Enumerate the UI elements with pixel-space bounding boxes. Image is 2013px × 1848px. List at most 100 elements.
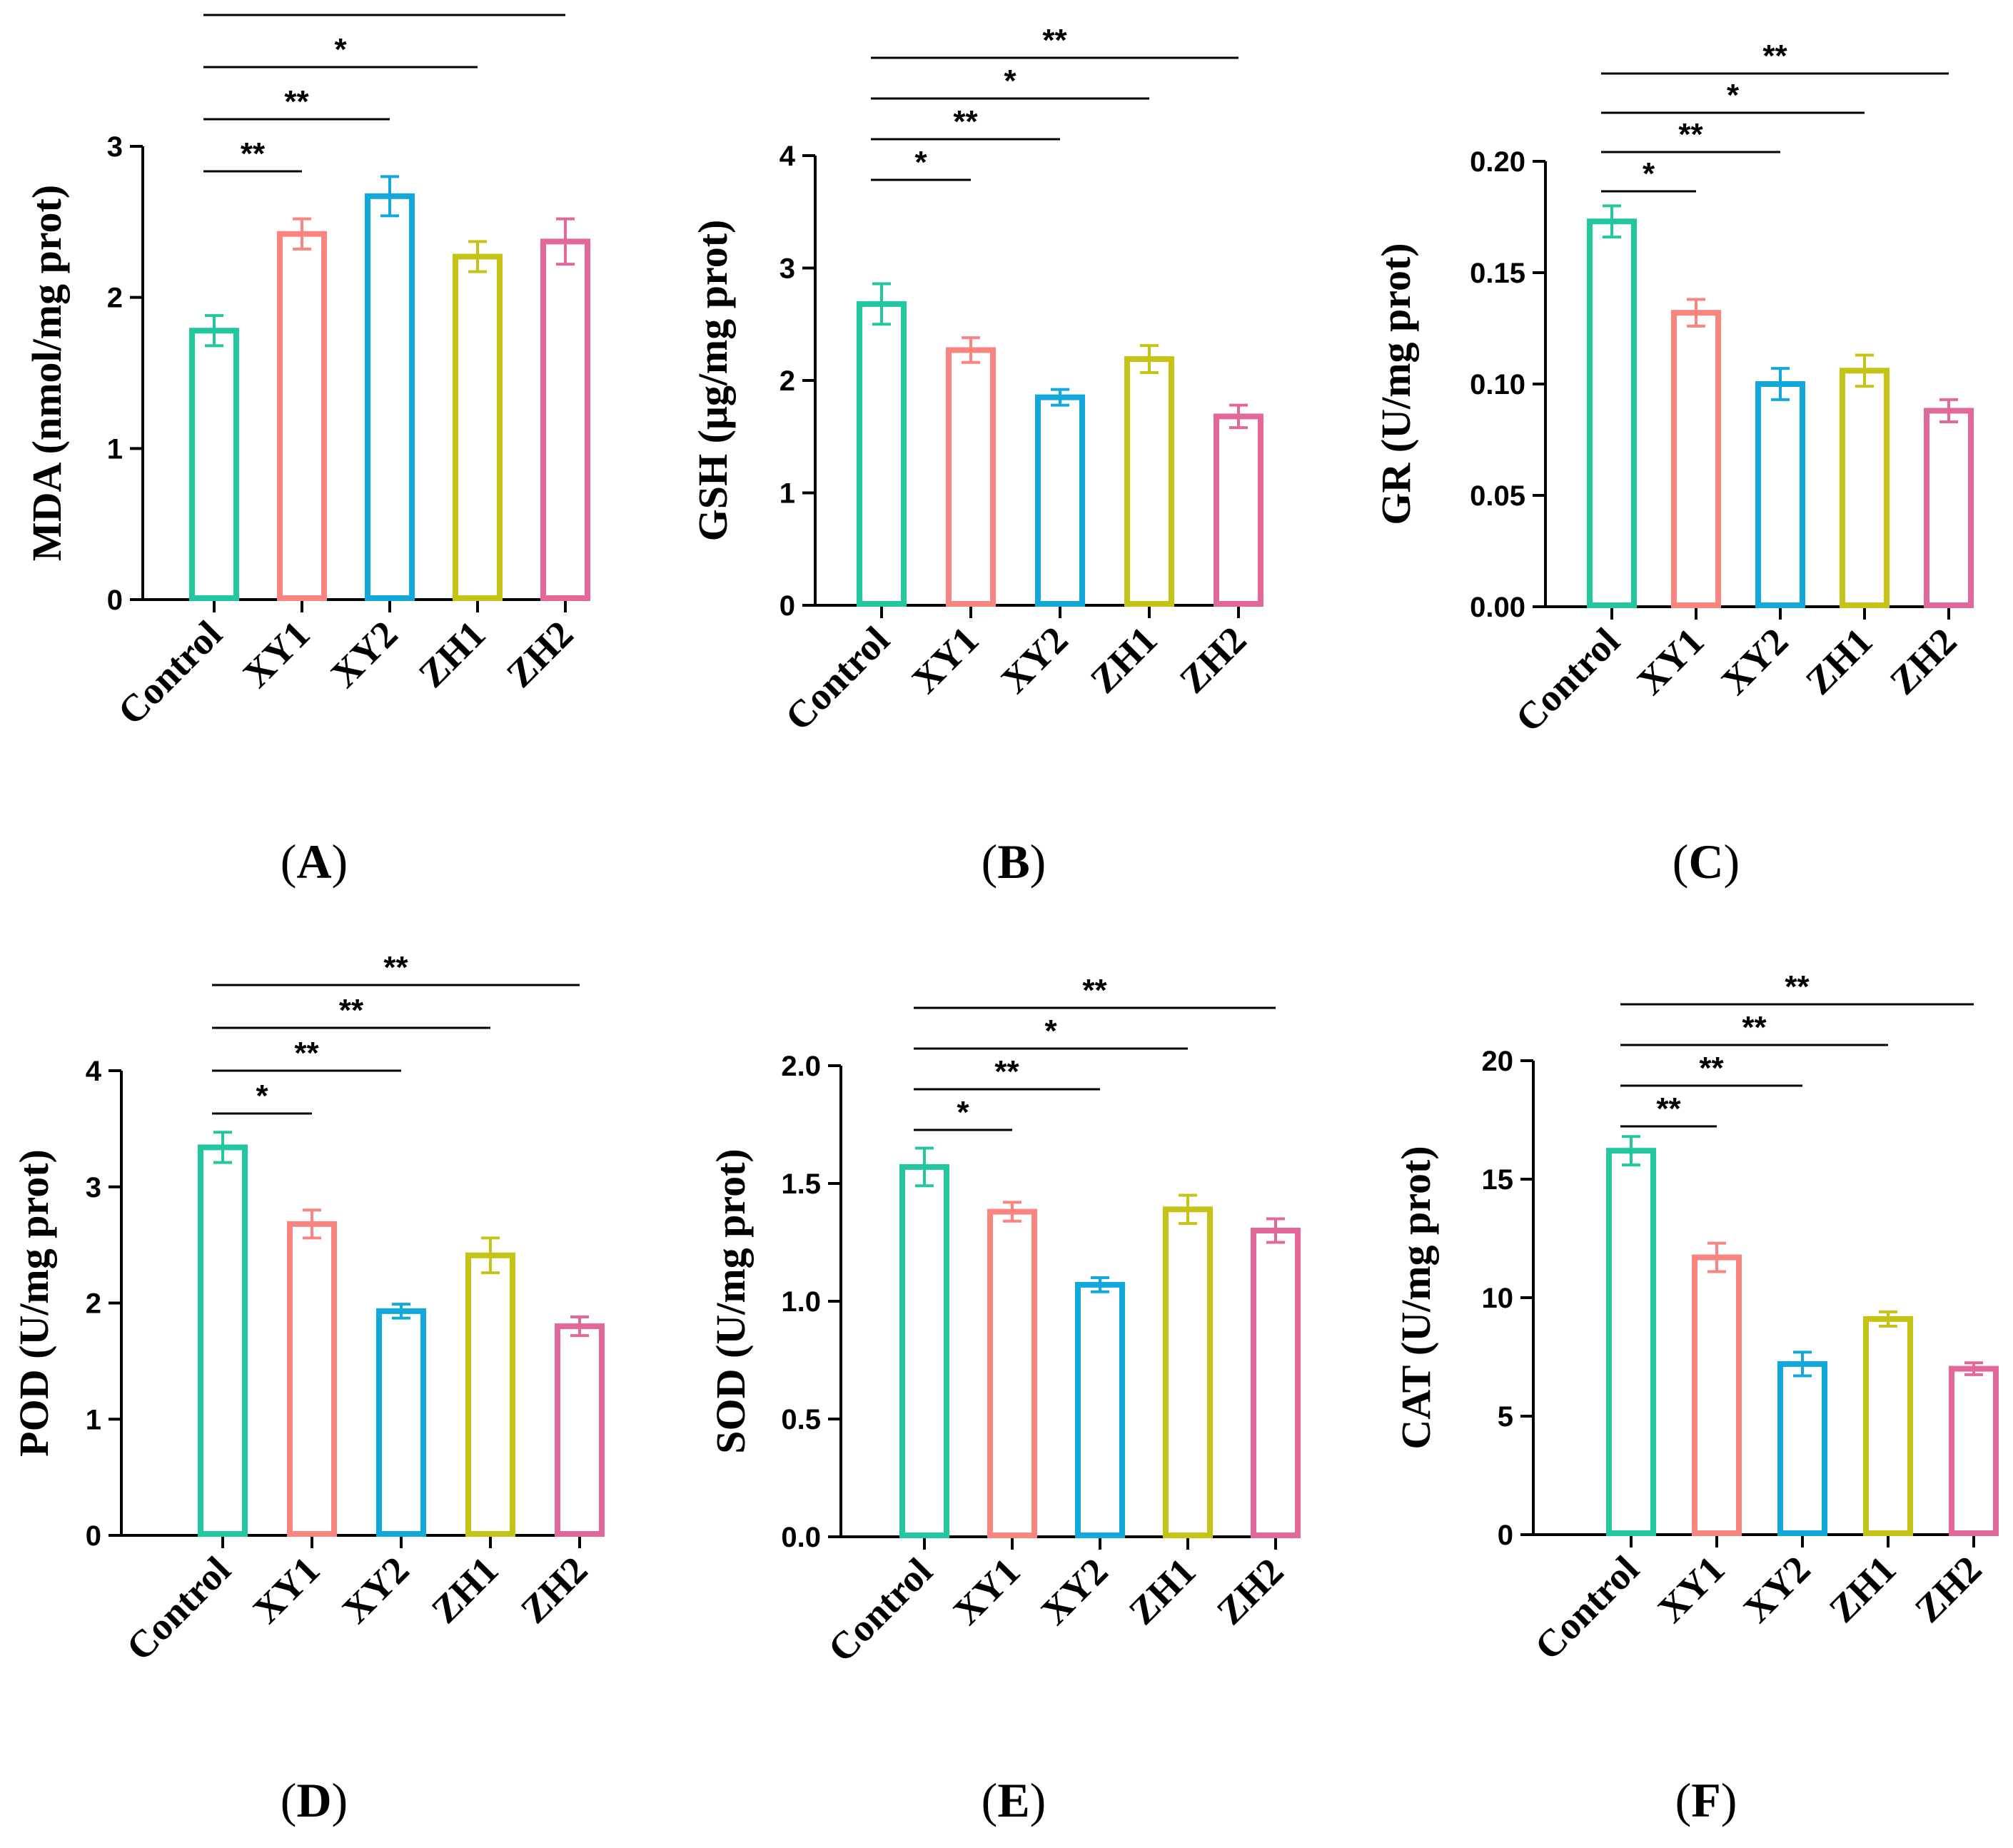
bar-zh2: [1251, 1228, 1301, 1538]
x-category-label: XY1: [245, 1548, 328, 1632]
x-category-label: Control: [109, 612, 230, 733]
chart-panel-d: 0 1 2 3 4 POD (U/mg prot) Control XY1 XY2 ZH1 ZH2 *…: [11, 950, 605, 1827]
x-category-label: Control: [118, 1548, 238, 1669]
y-tick-label: 3: [86, 1172, 101, 1203]
x-category-label: ZH2: [1907, 1547, 1990, 1631]
significance-label: **: [383, 950, 408, 985]
x-category-label: ZH1: [1121, 1550, 1204, 1633]
x-category-label: XY1: [904, 618, 987, 702]
y-tick-label: 0: [780, 590, 795, 622]
y-tick-label: 3: [780, 253, 795, 285]
bar-control: [189, 328, 239, 601]
x-category-label: XY2: [1735, 1547, 1819, 1631]
significance-label: **: [953, 104, 978, 139]
y-tick-label: 3: [107, 131, 123, 163]
y-tick-label: 0.20: [1470, 146, 1525, 178]
x-category-label: ZH2: [498, 612, 582, 696]
bar-control: [899, 1163, 949, 1538]
bar-xy1: [1671, 310, 1721, 608]
x-category-label: XY2: [334, 1548, 418, 1632]
chart-panel-e: 0.0 0.5 1.0 1.5 2.0 SOD (U/mg prot) Control XY1…: [707, 973, 1301, 1827]
significance-label: **: [339, 993, 364, 1028]
significance-label: **: [994, 1054, 1019, 1089]
bar-zh2: [555, 1323, 605, 1538]
y-axis-title: GSH (μg/mg prot): [690, 220, 736, 542]
y-tick-label: 0.0: [781, 1522, 821, 1553]
bar-zh2: [1949, 1365, 1999, 1536]
x-category-label: ZH1: [410, 612, 494, 696]
panel-label: (F): [1675, 1773, 1737, 1827]
y-tick-label: 1.5: [781, 1168, 821, 1200]
bar-xy2: [1075, 1281, 1125, 1539]
significance-label: **: [284, 84, 309, 119]
y-tick-label: 15: [1482, 1164, 1514, 1196]
y-tick-label: 2: [86, 1288, 101, 1320]
bar-control: [857, 301, 907, 607]
y-tick-label: 2: [780, 365, 795, 397]
bar-zh2: [1214, 413, 1263, 607]
bar-xy1: [1692, 1254, 1742, 1537]
significance-label: **: [372, 0, 397, 15]
bar-zh1: [465, 1252, 515, 1537]
significance-label: *: [1727, 78, 1740, 113]
significance-label: *: [1643, 156, 1655, 191]
significance-label: **: [1699, 1051, 1724, 1086]
y-tick-label: 1: [107, 433, 123, 465]
x-category-label: XY1: [945, 1550, 1029, 1633]
x-category-label: XY1: [1650, 1547, 1733, 1631]
x-category-label: Control: [777, 618, 897, 739]
significance-label: *: [1004, 64, 1016, 99]
y-tick-label: 1: [86, 1404, 101, 1435]
x-category-label: ZH2: [513, 1548, 596, 1632]
x-category-label: ZH1: [1821, 1547, 1904, 1631]
y-axis-title: SOD (U/mg prot): [707, 1148, 754, 1453]
bar-xy2: [1035, 394, 1085, 607]
y-tick-label: 0.5: [781, 1404, 821, 1435]
significance-label: **: [1762, 39, 1787, 74]
significance-label: **: [1785, 969, 1810, 1004]
bar-xy2: [1755, 381, 1805, 608]
panel-label: (C): [1673, 834, 1740, 889]
y-tick-label: 2.0: [781, 1051, 821, 1082]
bar-control: [1587, 218, 1637, 608]
x-category-label: ZH2: [1882, 620, 1965, 703]
panel-label: (B): [982, 834, 1046, 889]
chart-panel-f: 0 5 10 15 20 CAT (U/mg prot) Control XY1 XY2 ZH1 Z…: [1393, 969, 1999, 1827]
significance-label: **: [1656, 1091, 1681, 1126]
significance-label: *: [914, 145, 927, 180]
bar-xy2: [1777, 1360, 1827, 1536]
y-axis-title: CAT (U/mg prot): [1393, 1146, 1439, 1449]
significance-label: **: [294, 1036, 319, 1071]
bar-zh1: [1124, 356, 1174, 607]
significance-label: **: [1678, 117, 1703, 152]
bar-xy1: [987, 1208, 1037, 1538]
significance-label: *: [1044, 1014, 1057, 1049]
bar-xy1: [287, 1221, 337, 1537]
significance-label: *: [256, 1079, 268, 1114]
x-category-label: XY2: [993, 618, 1076, 702]
significance-label: *: [957, 1095, 969, 1130]
x-category-label: XY2: [1033, 1550, 1116, 1633]
significance-label: **: [1742, 1010, 1767, 1045]
x-category-label: ZH1: [1082, 618, 1166, 702]
y-tick-label: 4: [780, 141, 796, 172]
y-tick-label: 0: [86, 1520, 101, 1552]
y-tick-label: 10: [1482, 1283, 1514, 1314]
chart-panel-a: 0 1 2 3 MDA (nmol/mg prot) Control XY1 XY2 ZH1 ZH…: [24, 0, 590, 889]
x-category-label: XY2: [323, 612, 406, 696]
y-tick-label: 0: [107, 585, 123, 616]
chart-panel-b: 0 1 2 3 4 GSH (μg/mg prot) Control XY1 XY2 ZH1 ZH2…: [690, 23, 1263, 889]
bar-control: [198, 1144, 248, 1538]
y-tick-label: 0: [1498, 1520, 1513, 1551]
y-tick-label: 0.05: [1470, 480, 1525, 512]
bar-zh2: [540, 238, 590, 601]
y-tick-label: 5: [1498, 1401, 1513, 1433]
x-category-label: ZH2: [1209, 1550, 1292, 1633]
y-axis-title: GR (U/mg prot): [1373, 243, 1419, 525]
bar-xy1: [277, 231, 327, 601]
x-category-label: ZH1: [423, 1548, 507, 1632]
x-category-label: XY1: [235, 612, 318, 696]
y-tick-label: 1: [780, 478, 795, 510]
y-tick-label: 0.15: [1470, 258, 1525, 289]
